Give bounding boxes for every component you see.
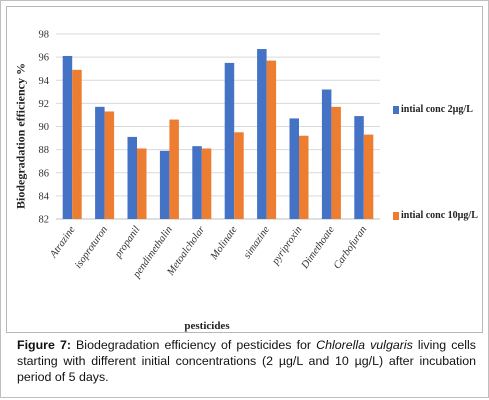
legend-swatch-2ug — [393, 105, 399, 114]
x-tick-label-pyriproxin: pyriproxin — [270, 224, 305, 267]
y-tick-label-84: 84 — [39, 191, 50, 202]
legend-item-2ug: intial conc 2µg/L — [393, 104, 473, 115]
bar-propanil-10ug — [137, 148, 147, 219]
x-tick-label-isoproturon: isoproturon — [73, 224, 110, 270]
x-tick-label-molinate: Molinate — [208, 224, 240, 262]
bar-pyriproxin-10ug — [299, 135, 309, 219]
y-tick-label-82: 82 — [39, 215, 50, 226]
bar-simazine-2ug — [257, 49, 267, 219]
bar-pendimethalin-10ug — [169, 119, 179, 219]
y-axis-title-text: Biodegradation efficiency % — [13, 63, 28, 209]
bar-pyriproxin-2ug — [289, 118, 299, 219]
x-tick-label-simazine: simazine — [242, 224, 272, 261]
x-tick-label-propanil: propanil — [112, 224, 142, 261]
legend-swatch-10ug — [393, 211, 399, 220]
y-tick-label-90: 90 — [39, 122, 50, 133]
caption-text-before: Biodegradation efficiency of pesticides … — [70, 338, 317, 352]
bar-atrazine-2ug — [62, 55, 73, 219]
caption-label: Figure 7: — [17, 338, 71, 352]
bar-carbofuran-2ug — [354, 116, 364, 219]
bar-carbofuran-10ug — [363, 134, 374, 219]
figure-caption: Figure 7: Biodegradation efficiency of p… — [17, 337, 476, 385]
chart-frame: 82 84 86 88 90 92 94 96 98 Atrazine isoproturon pro… — [6, 6, 483, 333]
y-tick-label-96: 96 — [39, 53, 50, 64]
bar-dimethoate-2ug — [321, 89, 332, 219]
bar-pendimethalin-2ug — [159, 150, 170, 219]
y-tick-label-86: 86 — [39, 168, 50, 179]
y-tick-label-92: 92 — [39, 99, 50, 110]
caption-organism: Chlorella vulgaris — [316, 338, 413, 352]
x-tick-label-carbofuran: Carbofuran — [332, 224, 369, 271]
x-axis-title: pesticides — [184, 320, 230, 332]
y-tick-label-94: 94 — [39, 76, 50, 87]
legend-label-10ug: intial conc 10µg/L — [401, 210, 478, 221]
bar-propanil-2ug — [127, 136, 137, 219]
bar-atrazine-10ug — [72, 69, 82, 219]
bar-molinate-2ug — [224, 62, 235, 219]
y-tick-label-98: 98 — [39, 30, 50, 41]
legend-label-2ug: intial conc 2µg/L — [401, 104, 473, 115]
bar-isoproturon-10ug — [104, 111, 115, 219]
legend-item-10ug: intial conc 10µg/L — [393, 210, 478, 221]
bar-metoalcholar-2ug — [192, 146, 202, 219]
bar-simazine-10ug — [266, 60, 277, 219]
caption-text-after: living cells starting with different ini… — [17, 338, 476, 384]
bar-isoproturon-2ug — [95, 106, 105, 219]
y-tick-label-88: 88 — [39, 145, 50, 156]
bar-dimethoate-10ug — [331, 106, 341, 219]
bar-metoalcholar-10ug — [201, 148, 212, 219]
x-tick-label-atrazine: Atrazine — [48, 224, 78, 261]
bar-molinate-10ug — [234, 132, 244, 219]
